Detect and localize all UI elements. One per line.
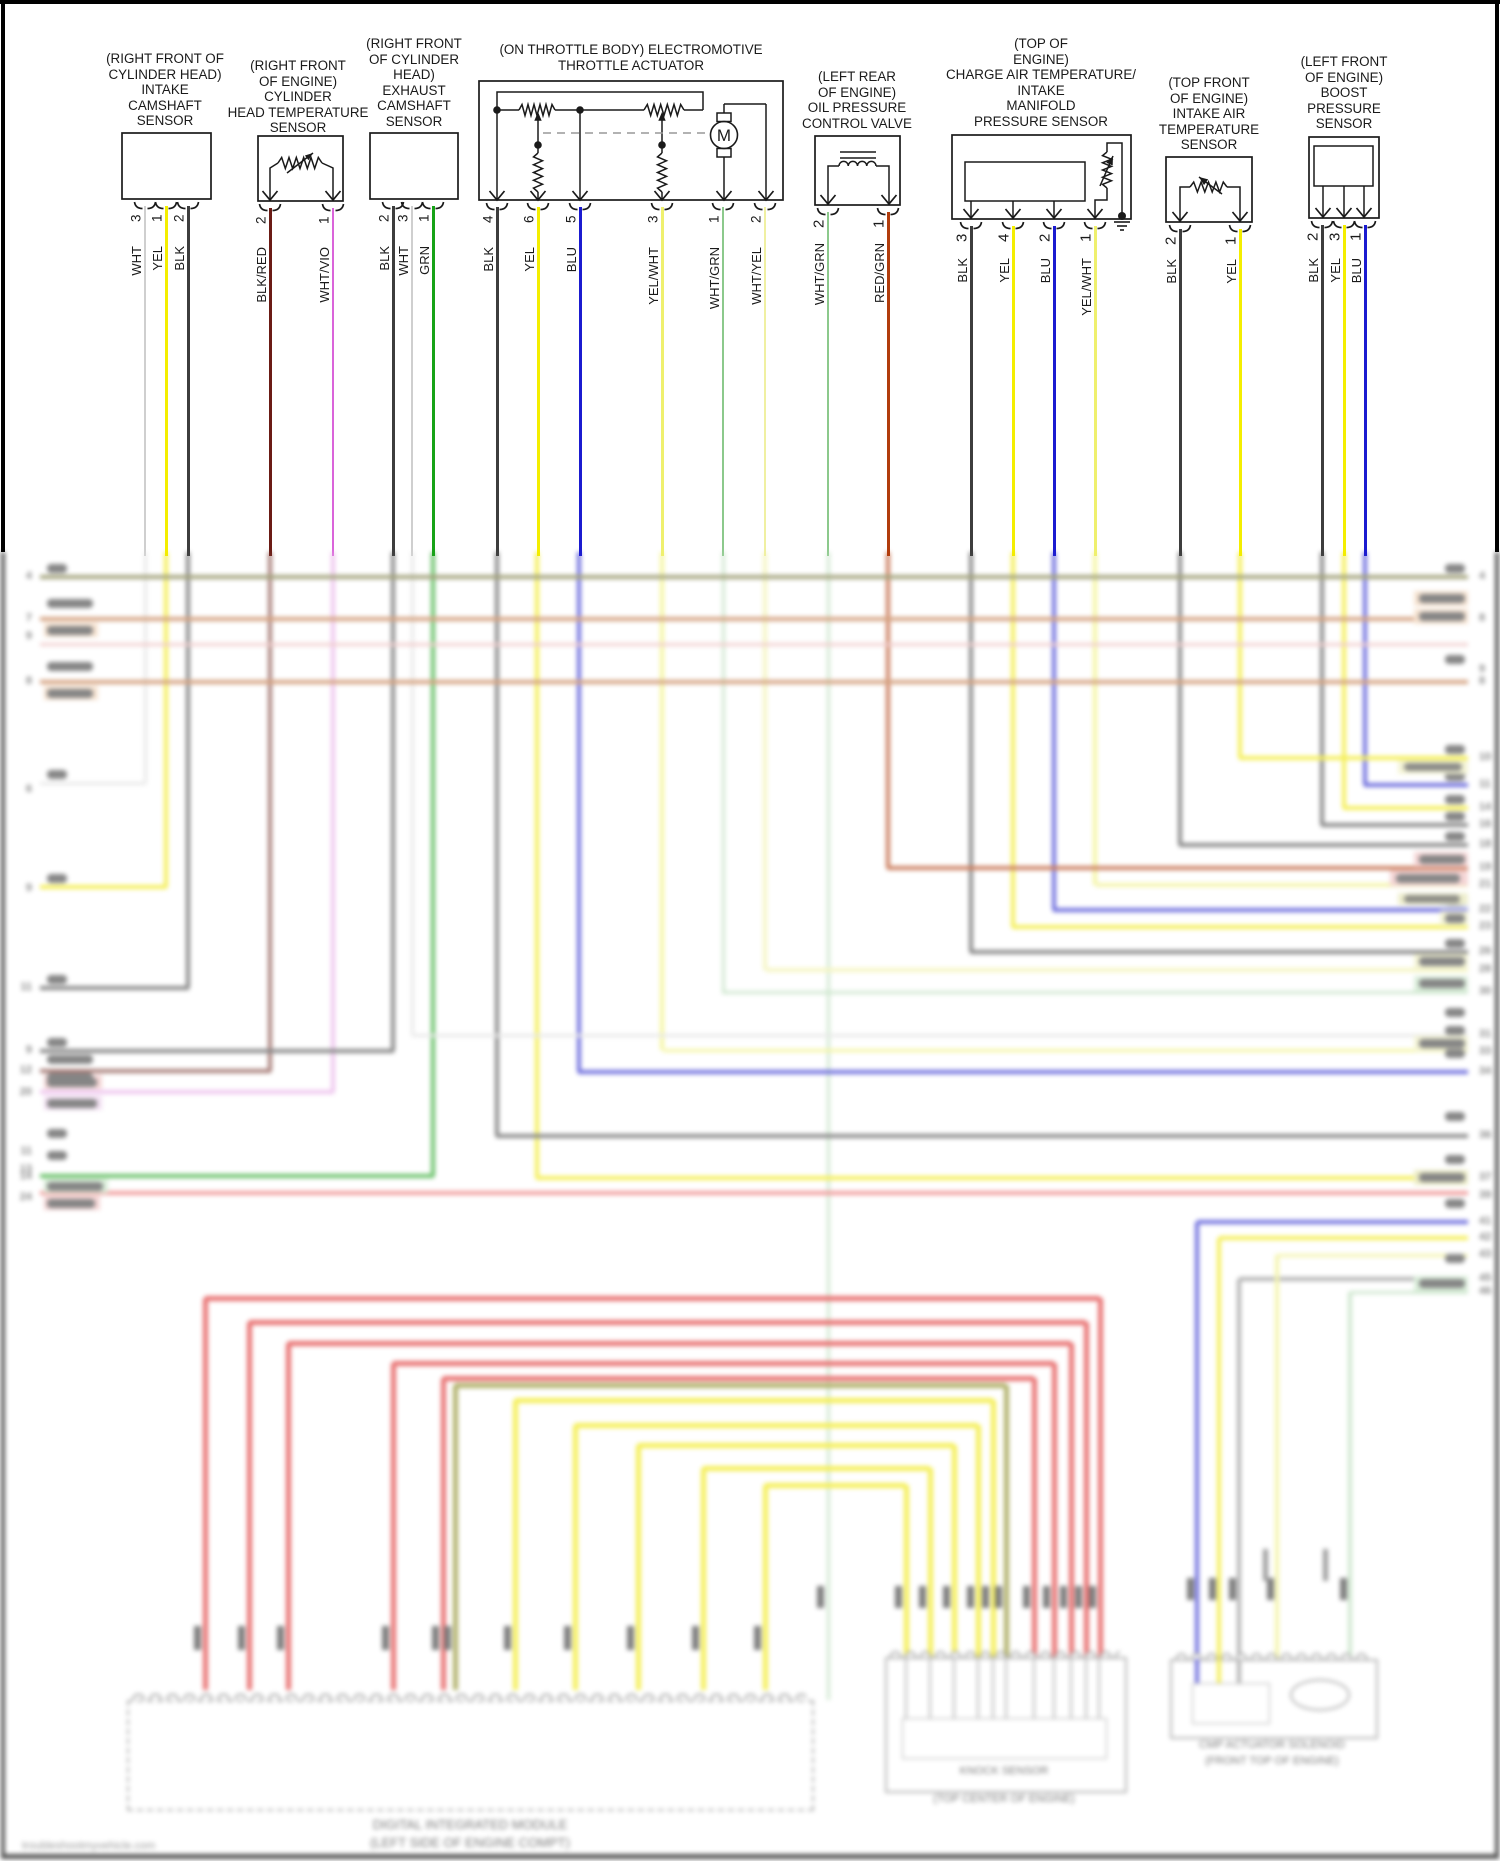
svg-text:2: 2	[1305, 233, 1322, 241]
svg-text:3: 3	[1327, 233, 1344, 241]
svg-text:YEL: YEL	[1224, 259, 1239, 284]
svg-text:BLU: BLU	[564, 247, 579, 272]
svg-text:2: 2	[377, 214, 392, 222]
svg-text:BLK: BLK	[481, 247, 496, 272]
svg-text:6: 6	[522, 215, 537, 223]
svg-text:3: 3	[646, 215, 661, 223]
svg-text:YEL: YEL	[150, 246, 165, 271]
svg-text:WHT/GRN: WHT/GRN	[812, 243, 827, 305]
svg-text:BLU: BLU	[1349, 258, 1364, 283]
svg-text:BLK: BLK	[1164, 259, 1179, 284]
svg-text:YEL/WHT: YEL/WHT	[1079, 258, 1094, 316]
svg-text:2: 2	[811, 220, 828, 228]
svg-text:BLK/RED: BLK/RED	[254, 247, 269, 303]
svg-text:BLK: BLK	[172, 246, 187, 271]
svg-text:2: 2	[172, 214, 187, 222]
svg-text:WHT/VIO: WHT/VIO	[317, 247, 332, 303]
svg-text:WHT/YEL: WHT/YEL	[749, 247, 764, 305]
svg-text:2: 2	[1163, 237, 1180, 245]
svg-text:1: 1	[1223, 237, 1240, 245]
svg-text:2: 2	[749, 215, 764, 223]
svg-text:YEL: YEL	[522, 247, 537, 272]
svg-text:BLK: BLK	[955, 258, 970, 283]
svg-text:1: 1	[707, 215, 722, 223]
svg-text:WHT: WHT	[129, 246, 144, 276]
svg-text:3: 3	[129, 214, 144, 222]
svg-text:M: M	[717, 126, 731, 145]
svg-text:5: 5	[564, 215, 579, 223]
svg-text:2: 2	[1037, 234, 1054, 242]
svg-text:3: 3	[954, 234, 971, 242]
svg-text:4: 4	[481, 215, 496, 223]
svg-text:BLK: BLK	[1306, 258, 1321, 283]
svg-text:WHT: WHT	[396, 246, 411, 276]
svg-text:3: 3	[396, 214, 411, 222]
svg-text:1: 1	[1348, 233, 1365, 241]
svg-text:YEL: YEL	[997, 258, 1012, 283]
svg-text:BLU: BLU	[1038, 258, 1053, 283]
svg-text:GRN: GRN	[417, 246, 432, 275]
svg-text:1: 1	[317, 216, 332, 224]
svg-text:1: 1	[150, 214, 165, 222]
svg-text:RED/GRN: RED/GRN	[872, 243, 887, 303]
svg-text:2: 2	[254, 216, 269, 224]
svg-text:4: 4	[996, 234, 1013, 242]
svg-text:YEL/WHT: YEL/WHT	[646, 247, 661, 305]
svg-text:1: 1	[871, 220, 888, 228]
svg-text:YEL: YEL	[1328, 258, 1343, 283]
svg-text:BLK: BLK	[377, 246, 392, 271]
svg-text:1: 1	[1078, 234, 1095, 242]
svg-text:WHT/GRN: WHT/GRN	[707, 247, 722, 309]
svg-text:1: 1	[417, 214, 432, 222]
